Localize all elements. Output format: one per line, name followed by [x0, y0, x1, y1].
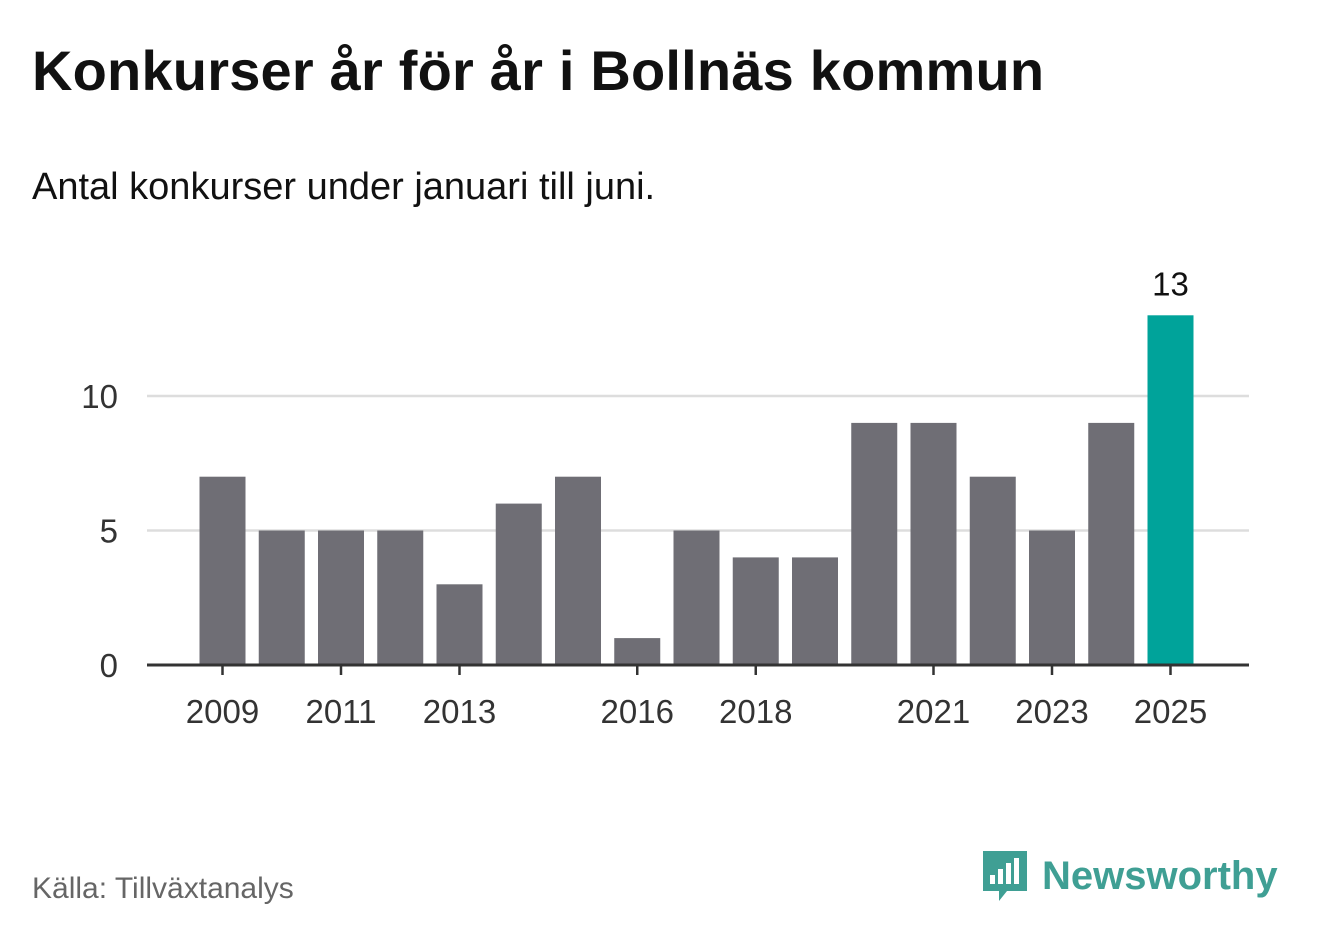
- chart-subtitle: Antal konkurser under januari till juni.: [32, 166, 656, 208]
- bar-2012: [377, 530, 424, 665]
- bar-2019: [792, 557, 838, 665]
- bar-2009: [199, 476, 246, 665]
- bars: [199, 315, 1194, 665]
- bar-2024: [1088, 422, 1135, 665]
- x-tick-label: 2013: [423, 693, 496, 730]
- bar-2018: [732, 557, 779, 665]
- labels: 0 5 10 2009 2011 2013 2016 2018 2021 2023 2025 13: [81, 265, 1207, 730]
- bar-2025: [1147, 315, 1194, 665]
- brand-logo: Newsworthy: [980, 848, 1278, 904]
- bar-2011: [318, 530, 364, 665]
- bar-2010: [258, 530, 305, 665]
- x-tick-label: 2009: [186, 693, 259, 730]
- bar-2015: [555, 476, 601, 665]
- y-tick-label: 0: [100, 647, 118, 684]
- bar-2014: [495, 503, 542, 665]
- bar-2020: [851, 422, 898, 665]
- bar-2017: [673, 530, 720, 665]
- bar-2022: [969, 476, 1016, 665]
- data-label: 13: [1152, 265, 1189, 302]
- x-tick-label: 2023: [1015, 693, 1088, 730]
- bar-2016: [614, 638, 661, 665]
- x-tick-label: 2025: [1134, 693, 1207, 730]
- bar-2021: [910, 422, 957, 665]
- gridlines: [147, 394, 1249, 532]
- bar-2023: [1029, 530, 1075, 665]
- x-tick-label: 2018: [719, 693, 792, 730]
- x-tick-label: 2021: [897, 693, 970, 730]
- chart-title: Konkurser år för år i Bollnäs kommun: [32, 39, 1045, 102]
- newsworthy-logo-icon: [983, 851, 1027, 901]
- brand-name: Newsworthy: [1042, 853, 1278, 898]
- axes: [147, 663, 1249, 675]
- x-tick-label: 2011: [306, 693, 377, 730]
- source-note: Källa: Tillväxtanalys: [32, 872, 294, 905]
- y-tick-label: 5: [100, 513, 118, 550]
- x-tick-label: 2016: [601, 693, 674, 730]
- bar-2013: [436, 584, 483, 665]
- y-tick-label: 10: [81, 378, 118, 415]
